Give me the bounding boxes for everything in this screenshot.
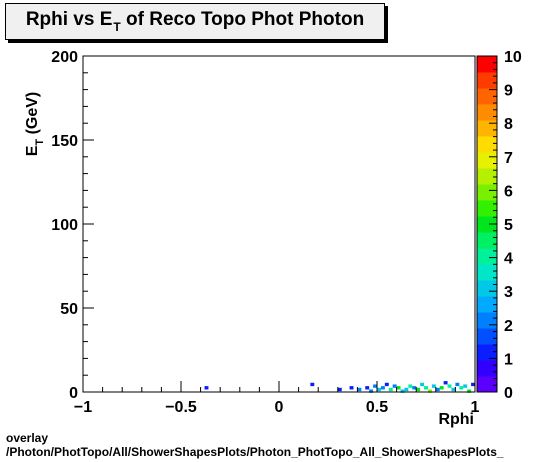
color-scale-band-14 bbox=[477, 152, 497, 169]
heatmap-cell-3 bbox=[349, 386, 354, 390]
x-axis-tick-labels: −1 −0.5 0 0.5 1 bbox=[74, 399, 480, 416]
x-tick-label-1: −0.5 bbox=[165, 399, 197, 416]
color-scale-bar bbox=[477, 56, 497, 393]
z-tick-label-9: 9 bbox=[504, 83, 513, 100]
y-tick-label-4: 200 bbox=[51, 49, 78, 66]
z-tick-label-6: 6 bbox=[504, 183, 513, 200]
color-scale-band-5 bbox=[477, 296, 497, 313]
z-tick-label-10: 10 bbox=[504, 49, 522, 66]
chart-title: Rphi vs ET of Reco Topo Phot Photon bbox=[25, 9, 365, 34]
color-scale-band-19 bbox=[477, 72, 497, 89]
heatmap-cell-28 bbox=[455, 382, 460, 387]
y-axis-tick-labels: 0 50 100 150 200 bbox=[51, 49, 78, 402]
z-tick-label-4: 4 bbox=[504, 251, 513, 268]
y-axis-ticks bbox=[83, 55, 94, 393]
footer-path-label: /Photon/PhotTopo/All/ShowerShapesPlots/P… bbox=[6, 445, 504, 459]
heatmap-cell-21 bbox=[427, 389, 432, 393]
x-tick-label-2: 0 bbox=[275, 399, 284, 416]
z-tick-label-7: 7 bbox=[504, 150, 513, 167]
x-tick-label-3: 0.5 bbox=[366, 399, 388, 416]
z-tick-label-1: 1 bbox=[504, 351, 513, 368]
x-axis-label: Rphi bbox=[438, 411, 474, 428]
color-scale-band-17 bbox=[477, 104, 497, 121]
x-tick-label-4: 1 bbox=[471, 399, 480, 416]
color-scale-band-11 bbox=[477, 200, 497, 217]
heatmap-cell-8 bbox=[377, 387, 381, 392]
z-tick-label-3: 3 bbox=[504, 284, 513, 301]
heatmap-cell-31 bbox=[467, 389, 472, 393]
color-scale-band-3 bbox=[477, 328, 497, 345]
heatmap-cell-30 bbox=[463, 384, 468, 388]
heatmap-cell-18 bbox=[416, 387, 421, 392]
z-tick-label-5: 5 bbox=[504, 217, 513, 234]
z-tick-label-8: 8 bbox=[504, 116, 513, 133]
x-tick-label-0: −1 bbox=[74, 399, 92, 416]
heatmap-cell-4 bbox=[357, 387, 362, 392]
heatmap-cell-19 bbox=[420, 382, 425, 387]
heatmap-cell-17 bbox=[412, 386, 417, 390]
y-tick-label-1: 50 bbox=[60, 301, 78, 318]
y-tick-label-0: 0 bbox=[69, 385, 78, 402]
color-scale-band-4 bbox=[477, 312, 497, 329]
color-scale-ticks bbox=[489, 55, 497, 393]
color-scale-band-0 bbox=[477, 376, 497, 393]
heatmap-cell-16 bbox=[408, 384, 413, 388]
y-tick-label-3: 150 bbox=[51, 133, 78, 150]
color-scale-band-18 bbox=[477, 88, 497, 105]
heatmap-cell-26 bbox=[447, 384, 452, 388]
color-scale-band-2 bbox=[477, 344, 497, 361]
color-scale-band-10 bbox=[477, 216, 497, 233]
heatmap-cell-22 bbox=[431, 384, 436, 388]
heatmap-cell-15 bbox=[404, 387, 409, 392]
heatmap-cell-23 bbox=[435, 387, 440, 392]
heatmap-cell-7 bbox=[373, 384, 377, 388]
color-scale-tick-labels: 0 1 2 3 4 5 6 7 8 9 10 bbox=[504, 49, 522, 402]
heatmap-cell-20 bbox=[424, 386, 428, 390]
color-scale-band-6 bbox=[477, 280, 497, 297]
heatmap-cell-9 bbox=[380, 386, 385, 390]
chart-title-box: Rphi vs ET of Reco Topo Phot Photon bbox=[5, 3, 385, 40]
z-tick-label-2: 2 bbox=[504, 318, 513, 335]
color-scale-band-9 bbox=[477, 232, 497, 249]
z-tick-label-0: 0 bbox=[504, 385, 513, 402]
color-scale-band-1 bbox=[477, 360, 497, 377]
heatmap-cell-32 bbox=[471, 382, 475, 387]
heatmap-cell-0 bbox=[204, 386, 209, 390]
y-axis-label: ET (GeV) bbox=[24, 92, 46, 157]
footer-overlay-label: overlay bbox=[6, 431, 49, 445]
heatmap-cell-12 bbox=[392, 384, 397, 388]
heatmap-cell-13 bbox=[396, 386, 401, 390]
x-axis-ticks bbox=[82, 381, 476, 392]
color-scale-band-20 bbox=[477, 56, 497, 73]
heatmap-cells bbox=[204, 381, 475, 393]
heatmap-cell-29 bbox=[459, 386, 464, 390]
color-scale-band-8 bbox=[477, 248, 497, 265]
heatmap-cell-2 bbox=[337, 387, 342, 392]
heatmap-cell-24 bbox=[439, 386, 444, 390]
plot-frame bbox=[82, 55, 476, 393]
heatmap-cell-1 bbox=[310, 382, 315, 387]
color-scale-band-13 bbox=[477, 168, 497, 185]
heatmap-cell-5 bbox=[365, 386, 370, 390]
heatmap-cell-11 bbox=[388, 387, 393, 392]
color-scale-band-15 bbox=[477, 136, 497, 153]
heatmap-cell-27 bbox=[451, 387, 456, 392]
heatmap-cell-14 bbox=[400, 389, 405, 393]
heatmap-cell-25 bbox=[443, 381, 448, 385]
color-scale-band-12 bbox=[477, 184, 497, 201]
heatmap-cell-6 bbox=[369, 389, 374, 393]
color-scale-band-16 bbox=[477, 120, 497, 137]
y-tick-label-2: 100 bbox=[51, 217, 78, 234]
color-scale-band-7 bbox=[477, 264, 497, 281]
heatmap-cell-10 bbox=[384, 382, 389, 387]
